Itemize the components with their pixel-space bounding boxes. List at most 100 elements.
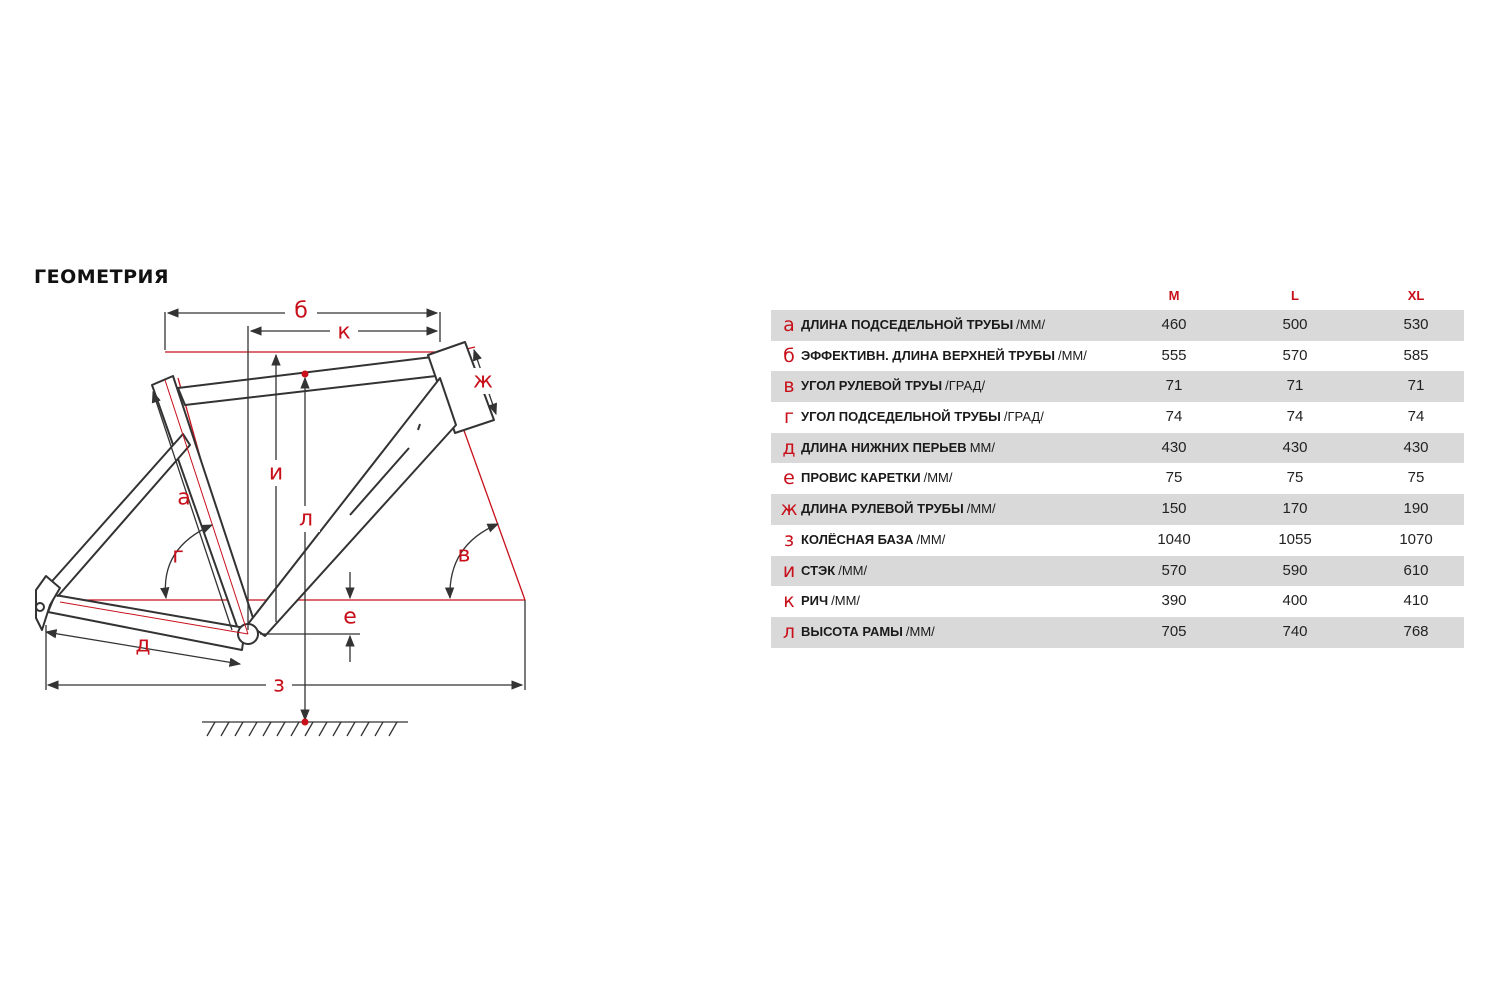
row-label: ДЛИНА НИЖНИХ ПЕРЬЕВ ММ/ — [801, 433, 995, 464]
row-letter: в — [783, 375, 795, 398]
row-label: ЭФФЕКТИВН. ДЛИНА ВЕРХНЕЙ ТРУБЫ/ММ/ — [801, 341, 1087, 372]
row-letter: л — [782, 620, 796, 643]
row-label-text: ПРОВИС КАРЕТКИ — [801, 470, 921, 486]
table-row: ж ДЛИНА РУЛЕВОЙ ТРУБЫ/ММ/150 170 190 — [771, 494, 1464, 525]
row-label: РИЧ/ММ/ — [801, 586, 860, 617]
table-header: M L XL — [771, 282, 1464, 310]
row-label-text: УГОЛ РУЛЕВОЙ ТРУЫ — [801, 378, 943, 394]
table-row: г УГОЛ ПОДСЕДЕЛЬНОЙ ТРУБЫ/ГРАД/74 74 74 — [771, 402, 1464, 433]
bike-frame — [35, 341, 495, 651]
row-unit: /ГРАД/ — [945, 378, 986, 394]
label-b: б — [294, 299, 308, 324]
value-m: 1040 — [1157, 530, 1191, 548]
value-l: 170 — [1282, 500, 1308, 518]
value-m: 460 — [1161, 316, 1187, 333]
row-letter: г — [784, 406, 794, 429]
dimension-lines — [44, 308, 526, 722]
value-xl: 530 — [1403, 316, 1429, 333]
row-unit: /ММ/ — [966, 501, 996, 517]
row-label-text: УГОЛ ПОДСЕДЕЛЬНОЙ ТРУБЫ — [801, 409, 1001, 425]
row-unit: /ММ/ — [1057, 347, 1087, 363]
value-m: 75 — [1165, 469, 1183, 487]
row-label: ПРОВИС КАРЕТКИ/ММ/ — [801, 463, 952, 494]
row-label-text: КОЛЁСНАЯ БАЗА — [801, 531, 914, 547]
value-xl: 190 — [1403, 500, 1429, 518]
value-m: 555 — [1161, 346, 1187, 364]
table-row: в УГОЛ РУЛЕВОЙ ТРУЫ/ГРАД/71 71 71 — [771, 371, 1464, 403]
value-xl: 410 — [1403, 592, 1429, 610]
table-row: и СТЭК/ММ/570 590 610 — [771, 555, 1464, 587]
label-g: г — [172, 544, 184, 569]
row-unit: /ММ/ — [1016, 317, 1046, 332]
row-letter: б — [783, 344, 795, 367]
value-m: 71 — [1165, 377, 1183, 395]
table-row: з КОЛЁСНАЯ БАЗА/ММ/1040 1055 1070 — [771, 525, 1464, 556]
value-xl: 610 — [1403, 561, 1429, 579]
value-l: 74 — [1286, 408, 1304, 426]
row-label-text: РИЧ — [801, 593, 829, 609]
label-zh: ж — [473, 369, 493, 394]
value-l: 740 — [1282, 622, 1308, 640]
value-xl: 768 — [1403, 622, 1429, 640]
row-unit: /ГРАД/ — [1003, 409, 1044, 425]
value-l: 71 — [1286, 377, 1304, 395]
value-m: 74 — [1165, 408, 1183, 426]
label-k: к — [337, 320, 350, 345]
row-label-text: ДЛИНА РУЛЕВОЙ ТРУБЫ — [801, 501, 964, 517]
value-xl: 585 — [1403, 346, 1429, 364]
geometry-table: M L XL а ДЛИНА ПОДСЕДЕЛЬНОЙ ТРУБЫ/ММ/460 5… — [771, 282, 1464, 648]
row-unit: /ММ/ — [831, 593, 861, 609]
value-xl: 430 — [1403, 438, 1429, 456]
row-letter: к — [783, 590, 795, 613]
table-row: д ДЛИНА НИЖНИХ ПЕРЬЕВ ММ/430 430 430 — [771, 432, 1464, 464]
head-tube-point — [301, 370, 309, 378]
row-label-text: ЭФФЕКТИВН. ДЛИНА ВЕРХНЕЙ ТРУБЫ — [801, 347, 1055, 363]
value-l: 500 — [1282, 316, 1308, 333]
page-title: ГЕОМЕТРИЯ — [34, 266, 170, 288]
table-row: б ЭФФЕКТИВН. ДЛИНА ВЕРХНЕЙ ТРУБЫ/ММ/555 57… — [771, 341, 1464, 372]
value-l: 75 — [1286, 469, 1304, 487]
value-m: 390 — [1161, 592, 1187, 610]
row-unit: /ММ/ — [923, 470, 953, 486]
value-xl: 71 — [1407, 377, 1425, 395]
table-row: к РИЧ/ММ/390 400 410 — [771, 586, 1464, 617]
value-m: 150 — [1161, 500, 1187, 518]
tube-centerlines — [59, 379, 249, 635]
row-unit: /ММ/ — [905, 623, 935, 639]
row-label: ДЛИНА ПОДСЕДЕЛЬНОЙ ТРУБЫ/ММ/ — [801, 310, 1045, 341]
row-unit: /ММ/ — [838, 562, 868, 578]
label-d: д — [135, 633, 150, 658]
row-label: КОЛЁСНАЯ БАЗА/ММ/ — [801, 525, 945, 556]
value-xl: 74 — [1407, 408, 1425, 426]
value-l: 1055 — [1278, 530, 1312, 548]
row-letter: и — [782, 559, 796, 582]
row-letter: а — [783, 314, 795, 336]
value-l: 590 — [1282, 561, 1308, 579]
value-l: 400 — [1282, 592, 1308, 610]
value-xl: 75 — [1407, 469, 1425, 487]
row-letter: е — [783, 467, 795, 490]
table-row: е ПРОВИС КАРЕТКИ/ММ/75 75 75 — [771, 463, 1464, 494]
row-label: ВЫСОТА РАМЫ/ММ/ — [801, 617, 935, 648]
label-e: е — [343, 605, 357, 630]
label-l: л — [299, 507, 313, 532]
value-m: 570 — [1161, 561, 1187, 579]
row-letter: з — [783, 528, 795, 551]
value-m: 705 — [1161, 622, 1187, 640]
row-label-text: СТЭК — [801, 562, 836, 578]
label-z: з — [273, 673, 285, 698]
row-label-text: ВЫСОТА РАМЫ — [801, 623, 903, 639]
table-row: л ВЫСОТА РАМЫ/ММ/705 740 768 — [771, 616, 1464, 648]
size-header-l: L — [1291, 288, 1299, 303]
row-unit: ММ/ — [969, 439, 995, 455]
row-label: УГОЛ ПОДСЕДЕЛЬНОЙ ТРУБЫ/ГРАД/ — [801, 402, 1044, 433]
value-l: 570 — [1282, 346, 1308, 364]
label-a: а — [177, 486, 190, 511]
size-header-xl: XL — [1407, 288, 1425, 303]
label-v: в — [458, 543, 471, 568]
label-i: и — [269, 461, 283, 486]
row-label: ДЛИНА РУЛЕВОЙ ТРУБЫ/ММ/ — [801, 494, 996, 525]
row-label: УГОЛ РУЛЕВОЙ ТРУЫ/ГРАД/ — [801, 371, 985, 402]
table-row: а ДЛИНА ПОДСЕДЕЛЬНОЙ ТРУБЫ/ММ/460 500 530 — [771, 310, 1464, 341]
row-letter: ж — [780, 498, 798, 521]
